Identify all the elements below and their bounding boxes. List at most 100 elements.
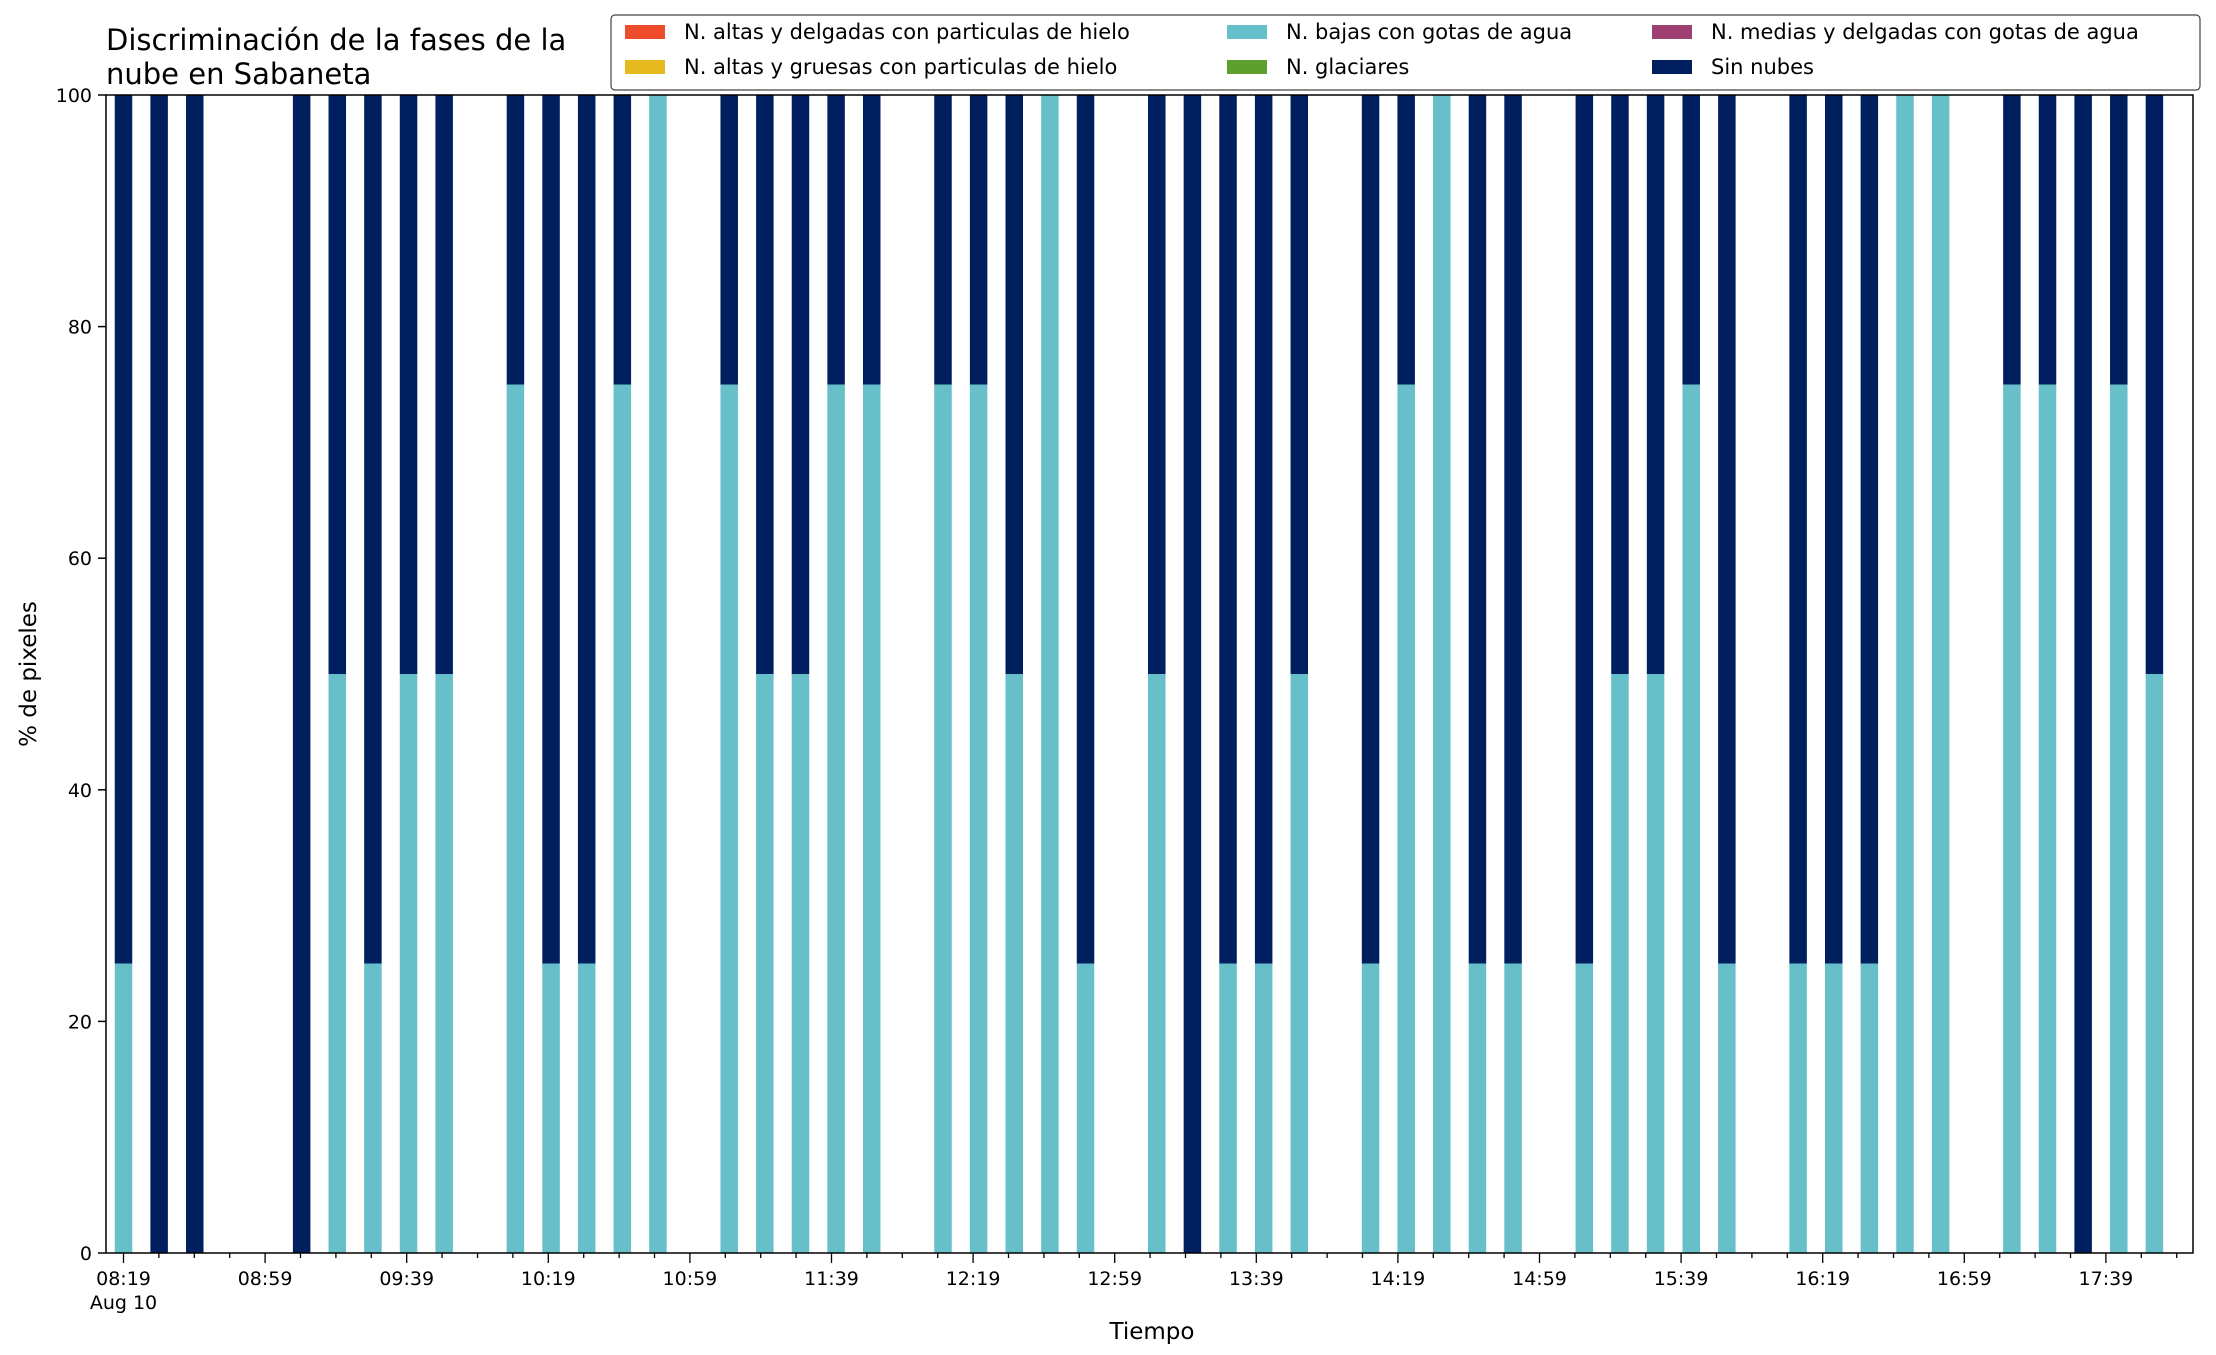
bar-segment-bajas-53 (2003, 384, 2021, 1253)
legend-label: N. glaciares (1286, 55, 1409, 79)
legend-swatch (1227, 60, 1267, 74)
bar-segment-sin-nubes-39 (1504, 95, 1522, 964)
x-date-label: Aug 10 (90, 1292, 157, 1314)
bar-segment-bajas-44 (1682, 384, 1700, 1253)
bar-segment-bajas-14 (613, 384, 632, 1253)
y-tick-label: 60 (68, 548, 92, 570)
bar-segment-bajas-56 (2110, 384, 2128, 1253)
bar-segment-sin-nubes-14 (613, 95, 632, 385)
x-axis-label: Tiempo (1109, 1319, 1195, 1345)
bar-segment-sin-nubes-17 (720, 95, 738, 385)
bar-segment-bajas-19 (791, 674, 810, 1253)
bar-segment-bajas-42 (1611, 674, 1629, 1253)
x-tick-label: 09:39 (379, 1268, 434, 1290)
bar-segment-sin-nubes-21 (862, 95, 881, 385)
bar-segment-bajas-24 (969, 384, 988, 1253)
bar-segment-sin-nubes-57 (2145, 95, 2164, 674)
bar-segment-bajas-26 (1041, 95, 1059, 1253)
bar-segment-sin-nubes-44 (1682, 95, 1700, 385)
bar-segment-bajas-11 (506, 384, 525, 1253)
bar-segment-bajas-33 (1290, 674, 1309, 1253)
bar-segment-sin-nubes-18 (756, 95, 774, 674)
bar-segment-sin-nubes-19 (791, 95, 810, 674)
bar-segment-bajas-12 (542, 963, 560, 1253)
bar-segment-sin-nubes-35 (1361, 95, 1380, 964)
legend-swatch (1652, 60, 1692, 74)
bar-segment-sin-nubes-45 (1718, 95, 1736, 964)
legend-label: N. altas y gruesas con particulas de hie… (684, 55, 1117, 79)
x-tick-label: 10:19 (521, 1268, 576, 1290)
legend-label: N. medias y delgadas con gotas de agua (1711, 20, 2139, 44)
chart-title-line2: nube en Sabaneta (106, 57, 371, 91)
legend: N. altas y delgadas con particulas de hi… (610, 14, 2201, 91)
bars-layer (114, 95, 2164, 1253)
bar-segment-sin-nubes-54 (2038, 95, 2057, 385)
y-axis: 0 20 40 60 80 100 (56, 85, 106, 1265)
bar-segment-bajas-27 (1076, 963, 1095, 1253)
y-tick-label: 0 (80, 1243, 92, 1265)
bar-segment-bajas-32 (1254, 963, 1273, 1253)
bar-segment-bajas-23 (934, 384, 952, 1253)
bar-segment-sin-nubes-12 (542, 95, 560, 964)
bar-segment-bajas-41 (1575, 963, 1594, 1253)
bar-segment-sin-nubes-6 (328, 95, 347, 674)
bar-segment-bajas-57 (2145, 674, 2164, 1253)
bar-segment-sin-nubes-5 (292, 95, 311, 1253)
bar-segment-bajas-48 (1824, 963, 1843, 1253)
bar-segment-bajas-50 (1896, 95, 1914, 1253)
legend-swatch (1227, 25, 1267, 39)
bar-segment-sin-nubes-24 (969, 95, 988, 385)
legend-swatch (625, 60, 665, 74)
x-tick-label: 14:59 (1512, 1268, 1567, 1290)
bar-segment-sin-nubes-9 (435, 95, 453, 674)
x-tick-label: 14:19 (1371, 1268, 1426, 1290)
x-tick-label: 13:39 (1229, 1268, 1284, 1290)
bar-segment-sin-nubes-43 (1646, 95, 1665, 674)
x-tick-label: 10:59 (663, 1268, 718, 1290)
bar-segment-bajas-20 (827, 384, 845, 1253)
bar-segment-bajas-8 (399, 674, 418, 1253)
bar-segment-bajas-18 (756, 674, 774, 1253)
x-tick-label: 08:59 (238, 1268, 293, 1290)
bar-segment-bajas-39 (1504, 963, 1522, 1253)
bar-segment-sin-nubes-23 (934, 95, 952, 385)
bar-segment-sin-nubes-36 (1397, 95, 1415, 385)
legend-swatch (625, 25, 665, 39)
bar-segment-sin-nubes-1 (150, 95, 168, 1253)
bar-segment-bajas-47 (1789, 963, 1807, 1253)
bar-segment-sin-nubes-42 (1611, 95, 1629, 674)
bar-segment-bajas-0 (114, 963, 133, 1253)
bar-segment-bajas-13 (577, 963, 596, 1253)
bar-segment-bajas-54 (2038, 384, 2057, 1253)
bar-segment-bajas-15 (649, 95, 667, 1253)
x-tick-label: 16:19 (1795, 1268, 1850, 1290)
x-tick-label: 12:19 (946, 1268, 1001, 1290)
bar-segment-sin-nubes-53 (2003, 95, 2021, 385)
bar-segment-bajas-35 (1361, 963, 1380, 1253)
bar-segment-bajas-51 (1931, 95, 1950, 1253)
bar-segment-sin-nubes-32 (1254, 95, 1273, 964)
chart-title-line1: Discriminación de la fases de la (106, 23, 566, 57)
y-tick-label: 100 (56, 85, 92, 107)
bar-segment-bajas-45 (1718, 963, 1736, 1253)
bar-segment-sin-nubes-20 (827, 95, 845, 385)
legend-label: N. bajas con gotas de agua (1286, 20, 1572, 44)
bar-segment-bajas-9 (435, 674, 453, 1253)
legend-swatch (1652, 25, 1692, 39)
bar-segment-sin-nubes-13 (577, 95, 596, 964)
bar-segment-bajas-25 (1005, 674, 1023, 1253)
bar-segment-sin-nubes-41 (1575, 95, 1594, 964)
bar-segment-bajas-29 (1148, 674, 1166, 1253)
x-tick-label: 12:59 (1087, 1268, 1142, 1290)
bar-segment-bajas-37 (1433, 95, 1451, 1253)
bar-segment-sin-nubes-27 (1076, 95, 1095, 964)
bar-segment-sin-nubes-55 (2074, 95, 2092, 1253)
bar-segment-bajas-31 (1219, 963, 1237, 1253)
bar-segment-sin-nubes-29 (1148, 95, 1166, 674)
bar-segment-sin-nubes-48 (1824, 95, 1843, 964)
bar-segment-sin-nubes-47 (1789, 95, 1807, 964)
bar-segment-bajas-38 (1468, 963, 1487, 1253)
bar-segment-sin-nubes-31 (1219, 95, 1237, 964)
bar-segment-bajas-17 (720, 384, 738, 1253)
bar-segment-sin-nubes-33 (1290, 95, 1309, 674)
